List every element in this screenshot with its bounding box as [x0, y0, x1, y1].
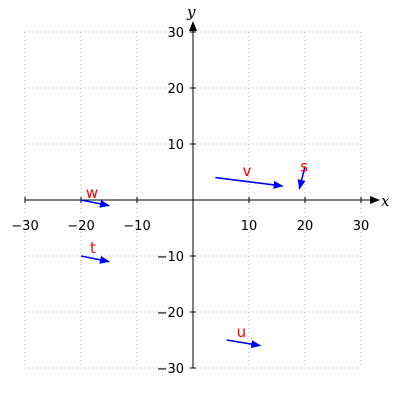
y-tick-label: −30	[157, 362, 184, 377]
y-tick-label: 20	[167, 82, 184, 97]
y-tick-label: 10	[167, 138, 184, 153]
vector-w-label: w	[86, 184, 98, 202]
x-tick-label: −10	[123, 219, 150, 234]
axes	[25, 21, 380, 368]
y-tick-label: −10	[157, 250, 184, 265]
x-axis-label: x	[381, 192, 390, 210]
vector-v-label: v	[243, 162, 252, 180]
vector-w-arrow	[80, 199, 110, 208]
vector-s-arrow	[297, 166, 306, 190]
y-axis-arrow	[189, 21, 197, 31]
x-tick-label: 20	[297, 219, 314, 234]
x-tick-label: 30	[353, 219, 370, 234]
x-tick-label: −30	[11, 219, 38, 234]
vector-t-arrow	[80, 255, 110, 264]
vector-u-arrow	[226, 339, 262, 349]
vector-v-arrow	[215, 176, 284, 189]
vector-t-label: t	[90, 239, 96, 257]
y-tick-label: −20	[157, 306, 184, 321]
x-tick-label: −20	[67, 219, 94, 234]
x-tick-label: 10	[241, 219, 258, 234]
vectors: v s w t u	[80, 158, 308, 349]
vector-u-label: u	[237, 323, 247, 341]
y-tick-label: 30	[167, 26, 184, 41]
vector-s-label: s	[300, 158, 308, 176]
y-axis-label: y	[186, 3, 196, 21]
x-axis-arrow	[370, 196, 380, 204]
tick-labels: −30 −20 −10 10 20 30 −30 −20 −10 10 20 30	[11, 26, 369, 377]
